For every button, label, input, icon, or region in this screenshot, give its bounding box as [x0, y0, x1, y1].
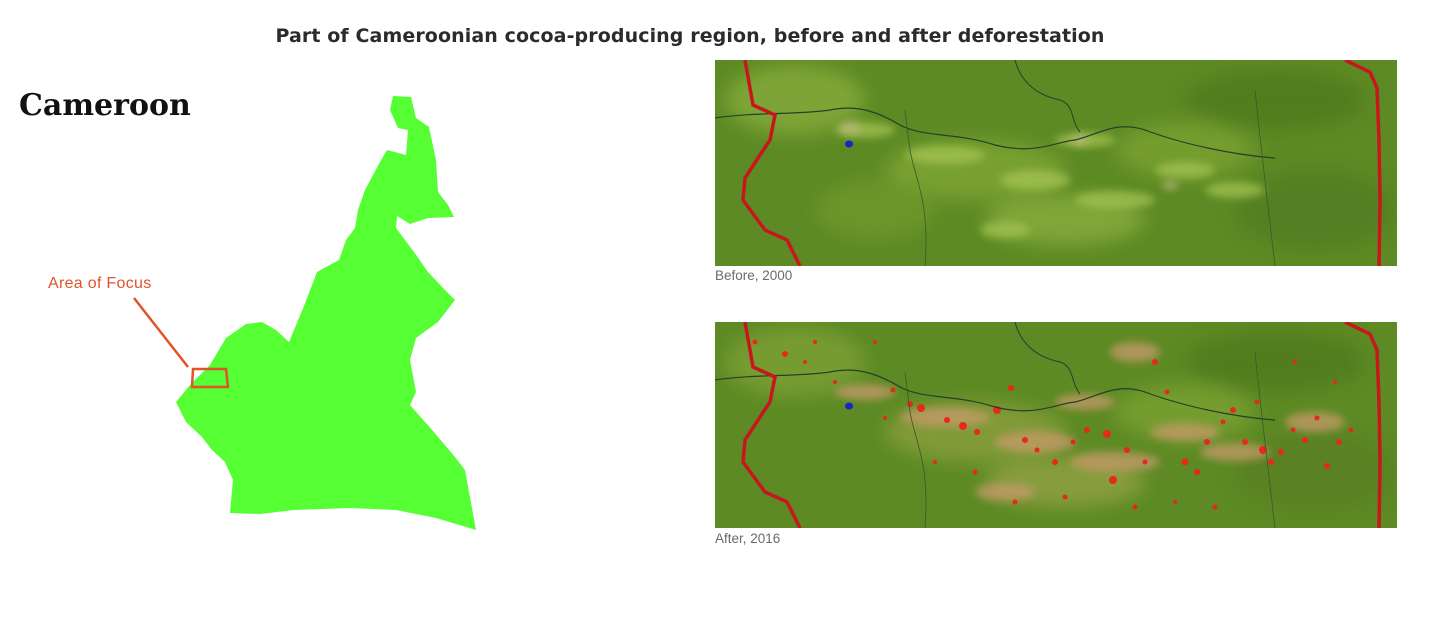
satellite-image-after [715, 322, 1397, 528]
caption-before: Before, 2000 [715, 268, 793, 283]
satellite-image-before [715, 60, 1397, 266]
satellite-before-svg [715, 60, 1397, 266]
figure-title: Part of Cameroonian cocoa-producing regi… [275, 25, 1105, 47]
area-of-focus-leader-line [133, 297, 189, 368]
area-of-focus-box [190, 367, 230, 389]
area-of-focus-label: Area of Focus [48, 275, 152, 292]
caption-after: After, 2016 [715, 531, 781, 546]
cameroon-outline-map [133, 96, 476, 530]
country-name: Cameroon [19, 88, 191, 123]
cameroon-land-shape [176, 96, 476, 530]
satellite-after-svg [715, 322, 1397, 528]
